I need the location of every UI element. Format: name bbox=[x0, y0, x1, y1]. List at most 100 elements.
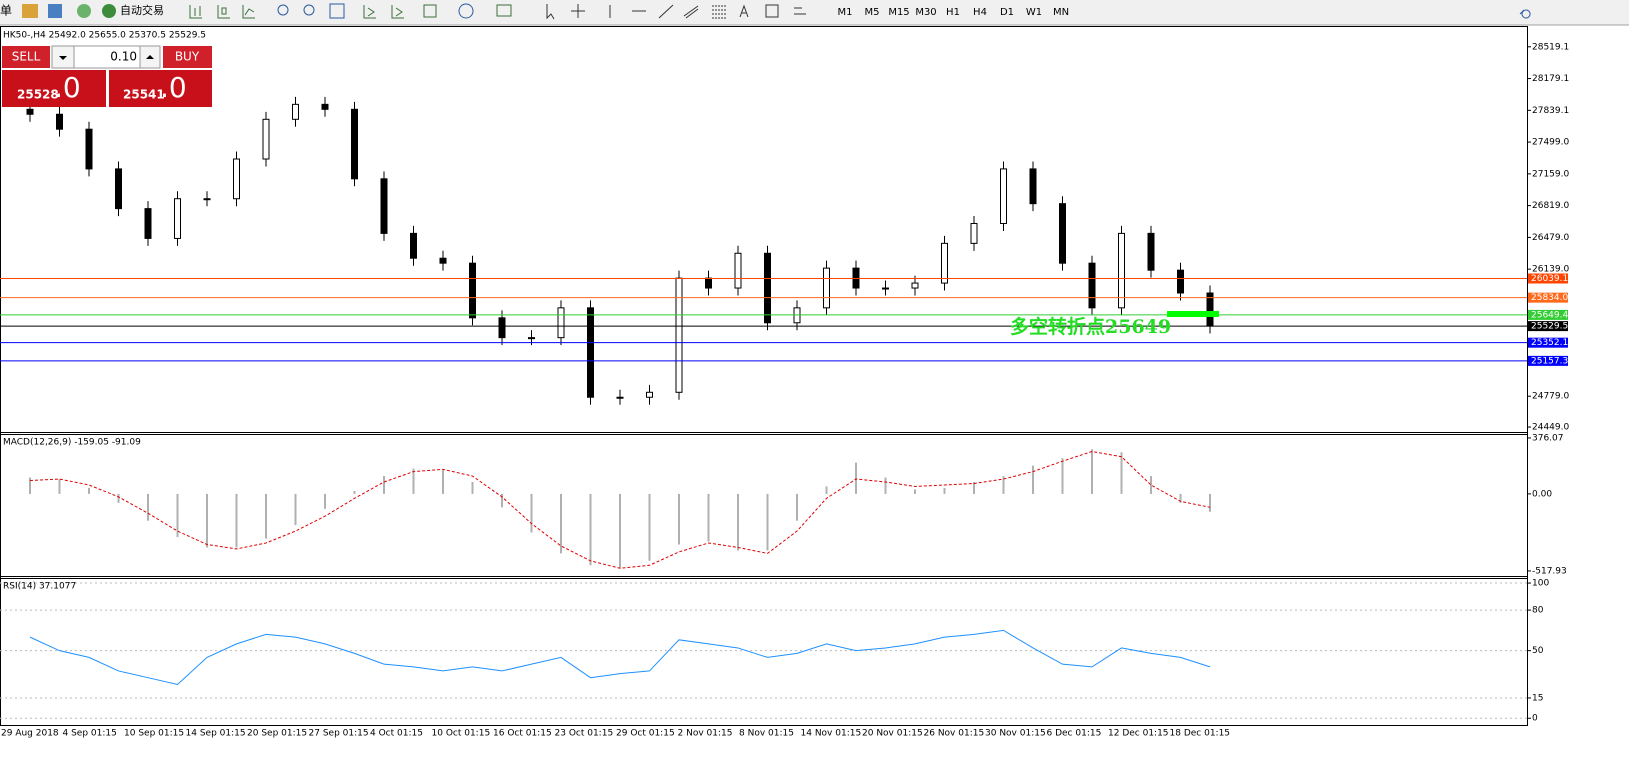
arrow-tool[interactable] bbox=[794, 7, 806, 15]
candle-body bbox=[734, 252, 742, 289]
arrow bbox=[59, 56, 67, 60]
pivot-marker bbox=[1167, 311, 1219, 317]
candle-body bbox=[203, 198, 211, 201]
candle-body bbox=[675, 277, 683, 393]
x-tick-label: 2 Nov 01:15 bbox=[678, 729, 733, 739]
price-tag-label: 25649.4 bbox=[1531, 310, 1568, 320]
icon[interactable] bbox=[423, 4, 437, 18]
timeframe[interactable]: M1 bbox=[838, 7, 853, 18]
crosshair-tool[interactable] bbox=[571, 4, 585, 18]
timeframes: M1 M5 M15 M30 H1 H4 D1 W1 MN bbox=[838, 7, 1070, 18]
y-tick-label: 26479.0 bbox=[1532, 233, 1569, 243]
x-tick-label: 6 Dec 01:15 bbox=[1047, 729, 1102, 739]
icon[interactable] bbox=[458, 3, 474, 19]
candle-body bbox=[587, 307, 594, 398]
candle-body bbox=[823, 267, 830, 309]
timeframe[interactable]: M5 bbox=[865, 7, 880, 18]
x-tick-label: 10 Oct 01:15 bbox=[432, 729, 491, 739]
icon[interactable] bbox=[22, 4, 38, 18]
x-tick-label: 4 Oct 01:15 bbox=[370, 729, 423, 739]
candle-body bbox=[410, 232, 417, 259]
price-tag bbox=[1528, 292, 1568, 303]
lot-value[interactable]: 0.10 bbox=[110, 50, 137, 64]
y-tick-label: 27159.0 bbox=[1532, 169, 1569, 179]
toolbar bbox=[0, 0, 1629, 25]
icon[interactable] bbox=[277, 4, 289, 16]
timeframe[interactable]: H1 bbox=[946, 7, 960, 18]
candle-body bbox=[1088, 262, 1096, 309]
trade-panel: SELL 0.10 BUY 25528 .0 25541 .0 bbox=[2, 45, 212, 107]
candle-body bbox=[380, 178, 388, 234]
x-tick-label: 4 Sep 01:15 bbox=[63, 729, 117, 739]
candle-body bbox=[911, 282, 919, 289]
candle-body bbox=[882, 287, 889, 290]
timeframe[interactable]: H4 bbox=[973, 7, 987, 18]
y-tick-label: 80 bbox=[1532, 606, 1544, 616]
candle-body bbox=[469, 262, 476, 319]
cursor-tool[interactable] bbox=[546, 4, 555, 20]
candle-body bbox=[646, 391, 653, 398]
price-tag-label: 26039.1 bbox=[1531, 274, 1568, 284]
trendline-tool[interactable] bbox=[658, 4, 674, 19]
timeframe[interactable]: W1 bbox=[1026, 7, 1042, 18]
y-tick-label: 24449.0 bbox=[1532, 423, 1569, 433]
candle-body bbox=[941, 242, 948, 284]
icon[interactable] bbox=[363, 5, 376, 19]
timeframe[interactable]: MN bbox=[1053, 7, 1069, 18]
candle-body bbox=[528, 337, 535, 340]
bid-box[interactable] bbox=[2, 70, 106, 107]
x-tick-label: 8 Nov 01:15 bbox=[739, 729, 794, 739]
candle-body bbox=[616, 396, 624, 399]
bid-frac[interactable]: .0 bbox=[54, 71, 81, 104]
ask-box[interactable] bbox=[109, 70, 212, 107]
buy-button[interactable] bbox=[163, 46, 212, 68]
bid-main[interactable]: 25528 bbox=[17, 88, 59, 102]
sell-button[interactable] bbox=[2, 46, 50, 68]
auto-trade-icon[interactable] bbox=[102, 4, 116, 18]
price-tag bbox=[1528, 309, 1568, 320]
icon[interactable] bbox=[48, 4, 62, 18]
candle-body bbox=[970, 222, 978, 244]
y-tick-label: 28519.1 bbox=[1532, 42, 1569, 52]
x-tick-label: 23 Oct 01:15 bbox=[555, 729, 614, 739]
x-tick-label: 16 Oct 01:15 bbox=[493, 729, 552, 739]
timeframe[interactable]: D1 bbox=[1000, 7, 1014, 18]
fibo-tool[interactable] bbox=[712, 5, 726, 19]
icon[interactable] bbox=[217, 5, 230, 19]
label-tool[interactable] bbox=[765, 4, 779, 18]
search-icon[interactable] bbox=[1519, 9, 1531, 19]
icon[interactable] bbox=[242, 5, 255, 19]
candle-body bbox=[26, 108, 34, 115]
candle-body bbox=[56, 113, 63, 130]
candle-body bbox=[1059, 203, 1066, 264]
icon[interactable] bbox=[329, 3, 345, 19]
y-tick-label: 27839.1 bbox=[1532, 106, 1569, 116]
icon[interactable] bbox=[77, 4, 91, 18]
ask-main[interactable]: 25541 bbox=[123, 88, 165, 102]
chart-title: HK50-,H4 25492.0 25655.0 25370.5 25529.5 bbox=[3, 31, 206, 41]
auto-trade[interactable]: 自动交易 bbox=[120, 3, 164, 17]
candle-body bbox=[321, 103, 329, 110]
y-tick-label: 50 bbox=[1532, 646, 1544, 656]
buy-label[interactable]: BUY bbox=[175, 50, 200, 64]
y-tick-label: 0 bbox=[1532, 714, 1538, 724]
candle-body bbox=[144, 208, 152, 239]
candle-body bbox=[1118, 232, 1125, 309]
timeframe[interactable]: M15 bbox=[888, 7, 909, 18]
timeframe[interactable]: M30 bbox=[915, 7, 936, 18]
ask-frac[interactable]: .0 bbox=[160, 71, 187, 104]
x-tick-label: 20 Sep 01:15 bbox=[247, 729, 307, 739]
arrow bbox=[146, 55, 154, 59]
rsi-panel: 100 80 50 15 0 RSI(14) 37.1077 bbox=[0, 579, 1549, 724]
candle-body bbox=[1177, 269, 1184, 294]
text-tool[interactable] bbox=[739, 4, 749, 18]
icon[interactable] bbox=[496, 4, 512, 17]
icon[interactable] bbox=[303, 4, 315, 16]
draw-tools bbox=[546, 4, 806, 20]
icon[interactable] bbox=[189, 5, 202, 19]
channel-tool[interactable] bbox=[683, 5, 699, 19]
sell-label[interactable]: SELL bbox=[12, 50, 41, 64]
candle-body bbox=[1000, 168, 1007, 224]
icon[interactable] bbox=[391, 5, 404, 19]
